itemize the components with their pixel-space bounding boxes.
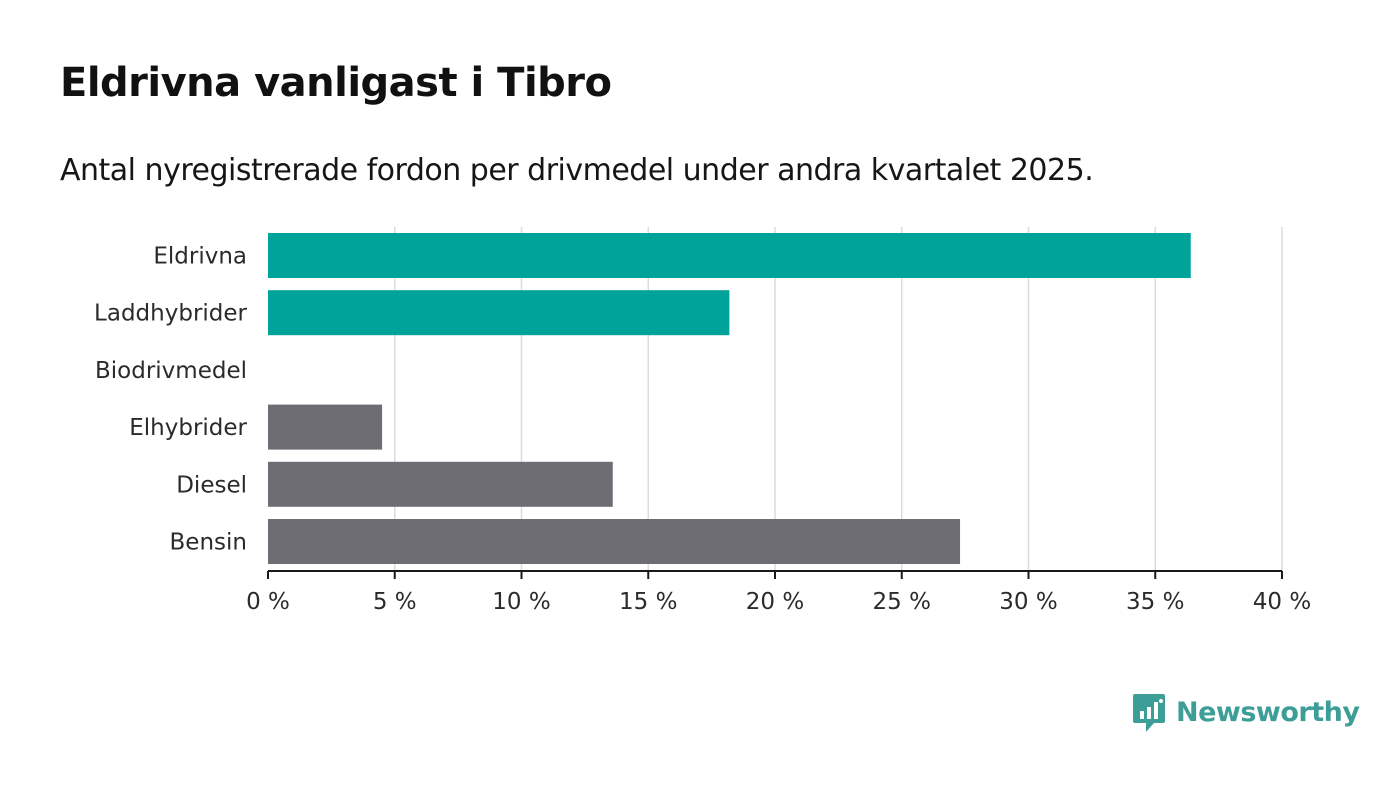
x-tick-label: 30 % [999,589,1057,615]
bar-laddhybrider [268,290,730,336]
bar-eldrivna [268,233,1191,278]
x-tick-label: 0 % [246,589,290,615]
category-label: Elhybrider [129,415,247,441]
bar-diesel [268,461,613,507]
category-labels: Eldrivna Laddhybrider Biodrivmedel Elhybrid… [94,244,247,556]
category-label: Bensin [170,530,247,556]
x-axis: 0 % 5 % 10 % 15 % 20 % 25 % 30 % 35 % 40 % [246,570,1311,615]
category-label: Laddhybrider [94,301,247,327]
x-tick-label: 20 % [746,589,804,615]
x-tick-label: 5 % [373,589,417,615]
x-tick-label: 15 % [619,589,677,615]
chart-subtitle: Antal nyregistrerade fordon per drivmede… [60,153,1094,188]
chart-speech-bubble-icon [1133,694,1165,732]
bar-elhybrider [268,404,383,450]
x-tick-label: 10 % [492,589,550,615]
category-label: Biodrivmedel [95,358,247,384]
brand-logo: Newsworthy [1132,690,1360,734]
bar-bensin [268,519,961,564]
x-tick-label: 25 % [873,589,931,615]
brand-name: Newsworthy [1176,696,1360,728]
category-label: Diesel [176,472,247,498]
gridlines [394,227,1283,571]
chart-title: Eldrivna vanligast i Tibro [60,60,612,106]
x-tick-label: 40 % [1253,589,1311,615]
bars [268,233,1191,564]
category-label: Eldrivna [153,244,247,270]
x-tick-label: 35 % [1126,589,1184,615]
